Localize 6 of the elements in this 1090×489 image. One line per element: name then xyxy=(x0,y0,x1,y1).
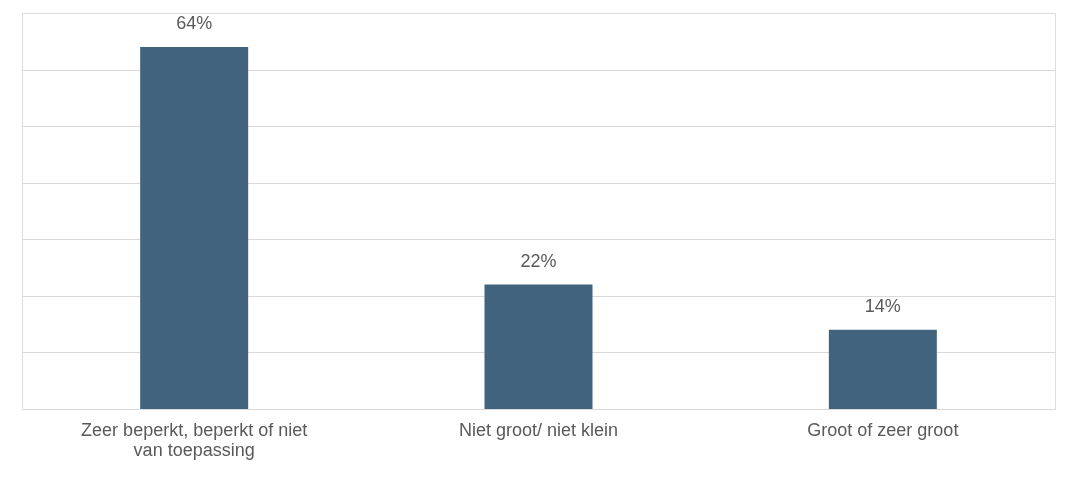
x-tick-label: Groot of zeer groot xyxy=(807,419,959,440)
data-label: 64% xyxy=(176,12,213,33)
x-tick-label: Niet groot/ niet klein xyxy=(458,419,619,440)
data-label: 14% xyxy=(864,295,901,316)
data-label: 22% xyxy=(520,250,557,271)
x-tick-label: Zeer beperkt, beperkt of niet van toepassing xyxy=(81,419,308,460)
